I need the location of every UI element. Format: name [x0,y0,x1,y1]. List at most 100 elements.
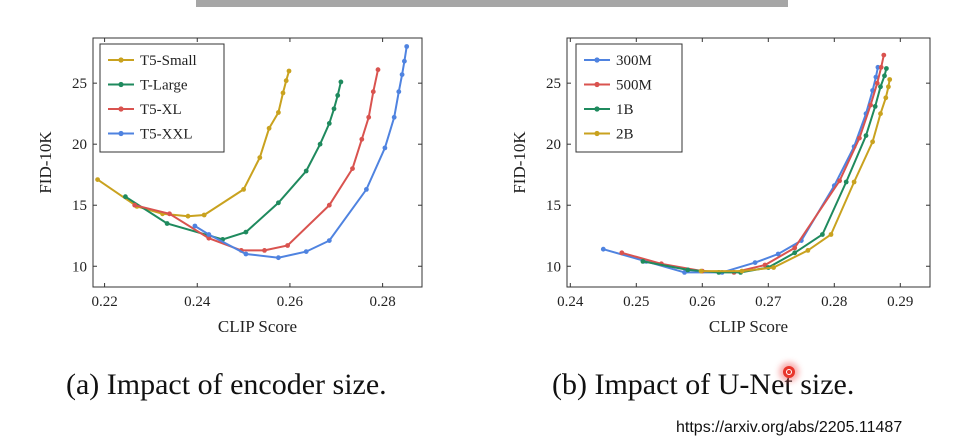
legend-marker [594,130,600,137]
data-point [366,114,372,120]
caption-unet-size: (b) Impact of U-Net size. [552,368,855,401]
data-point [883,95,889,101]
data-point [396,89,402,95]
data-point [872,104,878,109]
data-point [863,133,869,139]
data-point [843,179,849,185]
data-point [382,145,388,151]
data-point [276,200,281,206]
data-point [878,111,883,117]
chart-encoder-size: 0.22 0.24 0.26 0.28 10 15 20 25 CLIP Score FID-10… [36,37,423,336]
data-point [878,84,883,90]
y-tick-label: 25 [546,76,561,92]
caption-encoder-size: (a) Impact of encoder size. [66,368,387,401]
legend-label: T5-XL [140,102,182,118]
data-point [402,58,407,64]
data-point [201,212,207,218]
data-point [241,187,247,192]
data-point [851,179,857,185]
data-point [303,168,309,174]
chart-unet-size: 0.24 0.25 0.26 0.27 0.28 0.29 10 15 20 25 CLIP Sco… [510,37,931,336]
x-tick-label: 0.26 [277,294,304,310]
data-point [600,246,606,252]
data-point [326,238,332,244]
data-point [331,106,337,112]
cursor-indicator-icon [783,366,795,378]
data-point [805,248,811,253]
legend-label: 2B [616,127,634,143]
y-tick-label: 10 [546,259,561,275]
data-point [886,84,891,90]
y-tick-label: 20 [72,137,87,153]
data-point [820,232,825,237]
x-tick-label: 0.29 [887,294,913,310]
data-point [338,79,344,85]
plot-frame [92,37,423,288]
data-point [685,267,691,273]
data-point [286,68,292,74]
data-point [875,64,881,70]
y-axis-label: FID-10K [510,131,529,194]
x-tick-label: 0.28 [369,294,395,310]
data-point [399,72,405,77]
data-point [326,202,332,208]
data-point [185,213,191,219]
data-point [775,251,781,257]
data-point [868,102,873,108]
data-point [739,268,745,274]
data-point [828,232,834,237]
y-tick-label: 20 [546,137,561,153]
data-point [192,223,198,229]
data-point [350,166,355,172]
x-tick-label: 0.24 [557,294,584,310]
data-point [257,155,263,161]
data-point [326,121,332,126]
x-tick-label: 0.27 [755,294,782,310]
data-point [837,178,842,184]
data-point [276,255,281,261]
source-url-link[interactable]: https://arxiv.org/abs/2205.11487 [676,419,903,436]
y-tick-label: 10 [72,259,87,275]
data-point [619,250,625,256]
data-point [335,93,341,98]
data-point [167,211,172,217]
legend-label: 300M [616,53,652,69]
legend-marker [594,106,600,112]
legend-marker [594,57,600,63]
data-point [276,110,281,115]
y-tick-label: 25 [72,76,87,92]
data-point [391,114,397,120]
x-axis-label: CLIP Score [709,317,788,336]
legend-marker [118,81,124,88]
data-point [874,80,880,86]
x-tick-label: 0.22 [91,294,117,310]
data-point [882,73,887,79]
y-tick-label: 15 [546,198,561,214]
y-axis-label: FID-10K [36,131,55,194]
data-point [283,78,289,84]
series-line-t5-xl [134,69,379,252]
data-point [243,251,249,257]
data-point [682,270,687,275]
legend-label: 500M [616,78,652,94]
data-point [887,77,893,82]
data-point [762,262,768,268]
legend-box [575,43,683,153]
legend-marker [118,130,124,137]
data-point [640,259,646,264]
data-point [280,90,286,96]
legend-marker [118,57,124,63]
top-bar [196,0,788,7]
x-tick-label: 0.26 [689,294,716,310]
data-point [266,125,272,131]
data-point [303,249,309,255]
data-point [881,52,887,58]
data-point [123,194,128,200]
data-point [884,66,889,71]
legend-label: T5-Small [140,53,197,69]
legend-marker [594,81,600,88]
data-point [870,139,875,145]
legend-marker [118,106,124,112]
legend-label: T-Large [140,78,188,94]
legend-label: 1B [616,102,634,118]
